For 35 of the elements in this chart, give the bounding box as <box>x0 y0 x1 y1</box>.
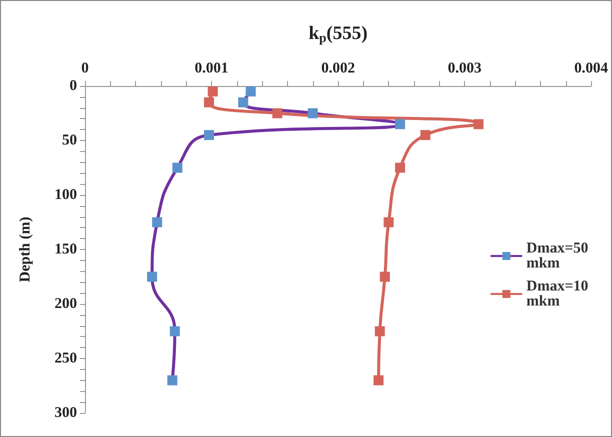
y-tick-label: 250 <box>54 350 77 366</box>
point <box>246 86 256 96</box>
point <box>395 162 406 173</box>
point <box>152 217 162 228</box>
point <box>272 108 282 118</box>
y-axis-title: Depth (m) <box>18 216 34 282</box>
point <box>380 272 390 282</box>
y-tick-label: 50 <box>62 132 77 148</box>
y-tick-label: 200 <box>54 296 77 312</box>
point <box>208 86 218 96</box>
point <box>395 119 406 130</box>
point <box>474 119 484 130</box>
legend-label: Dmax=10 mkm <box>526 278 592 310</box>
x-tick-label: 0.004 <box>574 60 608 76</box>
x-tick-label: 0 <box>81 60 89 76</box>
point <box>204 130 214 140</box>
y-tick-label: 100 <box>54 187 77 203</box>
point <box>204 97 214 108</box>
x-tick-label: 0.002 <box>321 60 355 76</box>
point <box>308 108 318 118</box>
point <box>420 130 430 140</box>
y-tick-label: 150 <box>54 242 77 258</box>
point <box>167 375 178 386</box>
x-tick-label: 0.001 <box>194 60 228 76</box>
y-tick-label: 0 <box>70 78 77 94</box>
y-tick-label: 300 <box>54 405 77 421</box>
legend-label: Dmax=50 mkm <box>526 240 592 272</box>
x-tick-label: 0.003 <box>448 60 482 76</box>
point <box>374 326 385 336</box>
point <box>374 375 384 386</box>
point <box>384 217 394 228</box>
point <box>147 272 158 282</box>
point <box>172 162 182 173</box>
point <box>238 97 248 108</box>
point <box>170 326 180 336</box>
